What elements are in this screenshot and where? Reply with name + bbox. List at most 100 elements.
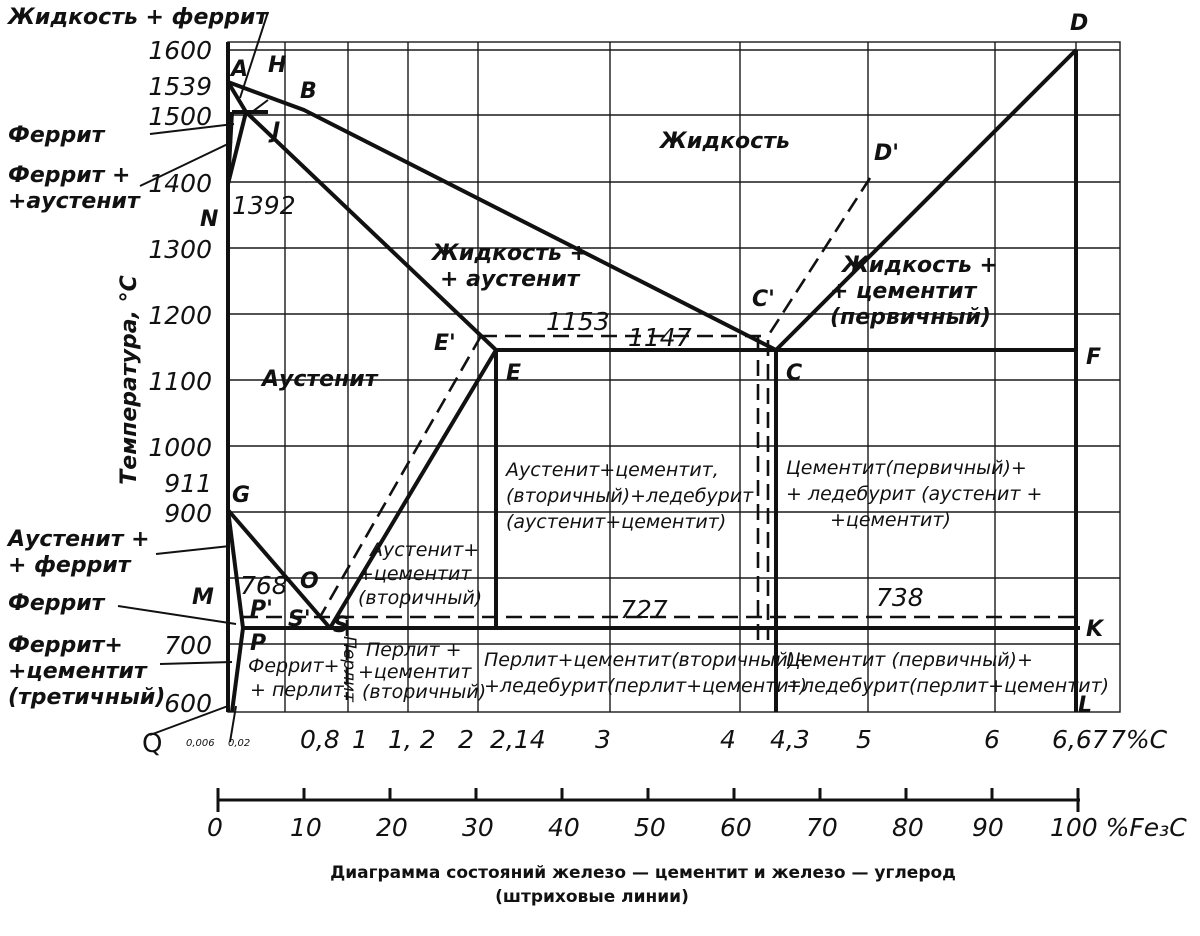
x-tick: 6 (984, 725, 1000, 754)
point-labels: A H B J N D D' C' E' E C F G M O S' S P'… (192, 11, 1105, 718)
label-ferrite-austenite-2: +аустенит (8, 189, 141, 214)
label-austenite-ferrite-2: + феррит (8, 553, 132, 578)
y-tick: 700 (164, 631, 212, 660)
region-cem-led-hi-3: +цементит) (830, 509, 951, 531)
label-liquid-ferrite: Жидкость + феррит (6, 5, 269, 30)
label-austenite-ferrite-1: Аустенит + (6, 527, 150, 552)
x-small-tick: 0,006 (186, 738, 215, 749)
region-cem-led-hi-2: + ледебурит (аустенит + (786, 483, 1042, 505)
point-label-C: C (786, 361, 802, 386)
solvus-ES (328, 348, 498, 630)
y-tick: 900 (164, 499, 212, 528)
fe3c-tick: 30 (462, 813, 494, 842)
fe3c-tick: 80 (892, 813, 924, 842)
x-tick: 2 (458, 725, 474, 754)
dashed-lines (242, 177, 1080, 700)
point-label-L: L (1078, 693, 1092, 718)
x-tick: 5 (856, 725, 872, 754)
y-tick: 1000 (148, 433, 212, 462)
x-tick: 4,3 (770, 725, 810, 754)
point-label-P-prime: P' (250, 597, 273, 622)
region-aus-cem2-1: Аустенит+ (368, 539, 479, 561)
temperature-gridlines (228, 49, 1120, 645)
y-tick: 600 (164, 689, 212, 718)
liquidus-dashed-C-prime-D-prime (766, 177, 872, 337)
fe3c-tick: 70 (806, 813, 838, 842)
point-label-J: J (268, 119, 280, 144)
y-tick: 1400 (148, 169, 212, 198)
temperature-annotations: 1392 1153 1147 768 727 738 (232, 191, 924, 624)
region-austenite: Аустенит (260, 367, 379, 392)
region-cem-led-lo-1: Цементит (первичный)+ (786, 649, 1033, 671)
x-tick: 0,8 (300, 725, 340, 754)
y-tick: 1500 (148, 102, 212, 131)
point-label-E-prime: E' (434, 331, 456, 356)
x-tick: 7%С (1110, 725, 1168, 754)
temp-1153: 1153 (546, 307, 610, 336)
leader-lines (117, 11, 269, 743)
x-tick: 2,14 (490, 725, 546, 754)
region-liquid-austenite-1: Жидкость + (430, 241, 588, 266)
point-label-K: K (1086, 617, 1105, 642)
region-pearl-cem-led-2: +ледебурит(перлит+цементит) (484, 675, 807, 697)
region-liquid-cementite-1: Жидкость + (840, 253, 998, 278)
x-tick: 1 (352, 725, 368, 754)
point-label-S-prime: S' (288, 607, 311, 632)
point-label-M: M (192, 585, 214, 610)
temp-727: 727 (620, 595, 668, 624)
region-pearl-cem2-3: (вторичный) (362, 681, 486, 703)
point-label-H: H (268, 53, 286, 78)
region-pearl-cem2-1: Перлит + (366, 639, 462, 661)
line-PQ (230, 627, 245, 713)
solid-lines (226, 42, 1080, 713)
y-tick: 1600 (148, 36, 212, 65)
point-label-B: B (300, 79, 317, 104)
temp-738: 738 (876, 583, 924, 612)
point-label-S: S (333, 613, 349, 638)
x-tick: 4 (720, 725, 736, 754)
point-label-A: A (229, 57, 248, 82)
solvus-dashed-E-prime-S-prime (318, 335, 483, 618)
x-tick: 1, 2 (388, 725, 436, 754)
region-pearl-cem-led-1: Перлит+цементит(вторичный)+ (484, 649, 811, 671)
x-tick: 6,67 (1052, 725, 1108, 754)
region-pearlite: Перлит (339, 636, 359, 703)
temp-1147: 1147 (628, 323, 692, 352)
caption-line-2: (штриховые линии) (495, 887, 689, 907)
x-origin-label: Q (142, 729, 162, 759)
temp-1392: 1392 (232, 191, 296, 220)
point-label-O: O (300, 569, 319, 594)
line-GS (226, 508, 332, 630)
liquidus-ABCD (227, 48, 1078, 352)
fe3c-tick: 10 (290, 813, 322, 842)
fe3c-tick: 90 (972, 813, 1004, 842)
fe3c-tick: 60 (720, 813, 752, 842)
y-tick: 1200 (148, 301, 212, 330)
region-cem-led-lo-2: +ледебурит(перлит+цементит) (786, 675, 1109, 697)
region-cem-led-hi-1: Цементит(первичный)+ (786, 457, 1027, 479)
y-tick: 1300 (148, 235, 212, 264)
fe3c-tick: 20 (376, 813, 408, 842)
region-aus-cem2-3: (вторичный) (358, 587, 482, 609)
x-tick-labels: Q 0,006 0,02 0,8 1 1, 2 2 2,14 3 4 4,3 5… (142, 725, 1168, 759)
region-ferrite-pearlite-1: Феррит+ (248, 655, 340, 677)
point-label-F: F (1086, 345, 1101, 370)
region-aus-cem-led-2: (вторичный)+ледебурит (506, 485, 754, 507)
solidus-AHJECF (226, 80, 1076, 352)
label-ferrite-cem-1: Феррит+ (8, 633, 123, 658)
fe3c-tick: 100 %Fe₃C (1050, 813, 1187, 842)
region-labels: Жидкость Жидкость + + аустенит Жидкость … (248, 129, 1109, 703)
fe3c-tick: 0 (207, 813, 223, 842)
y-axis-title: Температура, °С (117, 275, 142, 484)
x-small-tick: 0,02 (228, 738, 250, 749)
y-tick: 1539 (148, 72, 212, 101)
caption-line-1: Диаграмма состояний железо — цементит и … (330, 863, 956, 883)
fe3c-tick: 40 (548, 813, 580, 842)
region-liquid-cementite-2: + цементит (830, 279, 978, 304)
label-ferrite-bottom: Феррит (8, 591, 106, 616)
line-GP (226, 509, 245, 629)
region-liquid-austenite-2: + аустенит (440, 267, 581, 292)
point-label-P: P (250, 631, 266, 656)
